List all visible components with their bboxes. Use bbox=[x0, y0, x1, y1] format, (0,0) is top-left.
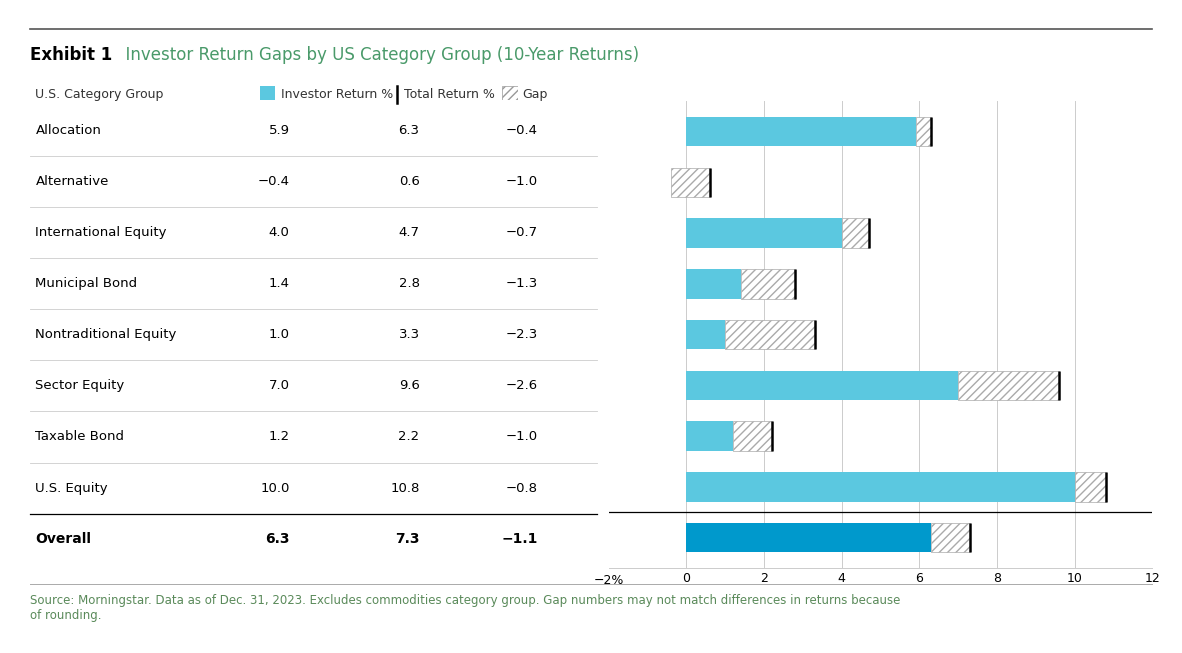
Bar bbox=[687, 371, 959, 400]
Text: Taxable Bond: Taxable Bond bbox=[35, 430, 124, 443]
Text: 7.3: 7.3 bbox=[395, 532, 420, 547]
Text: −2.3: −2.3 bbox=[506, 328, 538, 341]
Text: 6.3: 6.3 bbox=[265, 532, 290, 547]
Text: 1.2: 1.2 bbox=[268, 430, 290, 443]
Text: −1.0: −1.0 bbox=[506, 430, 538, 443]
Text: Exhibit 1: Exhibit 1 bbox=[30, 46, 112, 64]
Text: Source: Morningstar. Data as of Dec. 31, 2023. Excludes commodities category gro: Source: Morningstar. Data as of Dec. 31,… bbox=[30, 594, 900, 622]
Bar bbox=[916, 117, 931, 146]
Text: Investor Return %: Investor Return % bbox=[281, 88, 394, 101]
Text: U.S. Category Group: U.S. Category Group bbox=[35, 88, 164, 101]
Bar bbox=[726, 320, 814, 349]
Bar bbox=[1074, 472, 1106, 502]
Bar bbox=[687, 269, 741, 298]
Text: 10.0: 10.0 bbox=[260, 482, 290, 494]
Text: Overall: Overall bbox=[35, 532, 91, 547]
Bar bbox=[733, 421, 772, 451]
Text: −1.3: −1.3 bbox=[506, 277, 538, 290]
Bar bbox=[671, 168, 709, 197]
Text: 10.8: 10.8 bbox=[390, 482, 420, 494]
Text: 0.6: 0.6 bbox=[398, 175, 420, 187]
Text: 3.3: 3.3 bbox=[398, 328, 420, 341]
Text: Municipal Bond: Municipal Bond bbox=[35, 277, 137, 290]
Text: Sector Equity: Sector Equity bbox=[35, 379, 125, 392]
Text: −0.8: −0.8 bbox=[506, 482, 538, 494]
Bar bbox=[687, 219, 842, 248]
Text: −0.4: −0.4 bbox=[258, 175, 290, 187]
Text: −0.7: −0.7 bbox=[506, 226, 538, 239]
Text: Investor Return Gaps by US Category Group (10-Year Returns): Investor Return Gaps by US Category Grou… bbox=[115, 46, 638, 64]
Text: 9.6: 9.6 bbox=[398, 379, 420, 392]
Text: Nontraditional Equity: Nontraditional Equity bbox=[35, 328, 177, 341]
Text: Total Return %: Total Return % bbox=[404, 88, 495, 101]
Bar bbox=[741, 269, 795, 298]
Text: 1.4: 1.4 bbox=[268, 277, 290, 290]
Text: 2.2: 2.2 bbox=[398, 430, 420, 443]
Text: −0.4: −0.4 bbox=[506, 123, 538, 136]
Text: 6.3: 6.3 bbox=[398, 123, 420, 136]
Text: 5.9: 5.9 bbox=[268, 123, 290, 136]
Text: −2%: −2% bbox=[593, 574, 624, 587]
Text: Allocation: Allocation bbox=[35, 123, 102, 136]
Text: U.S. Equity: U.S. Equity bbox=[35, 482, 108, 494]
Bar bbox=[959, 371, 1059, 400]
Text: 1.0: 1.0 bbox=[268, 328, 290, 341]
Text: International Equity: International Equity bbox=[35, 226, 167, 239]
Text: −1.1: −1.1 bbox=[501, 532, 538, 547]
Bar bbox=[842, 219, 869, 248]
Text: 4.0: 4.0 bbox=[268, 226, 290, 239]
Text: Alternative: Alternative bbox=[35, 175, 109, 187]
Bar bbox=[687, 523, 931, 552]
Text: Gap: Gap bbox=[522, 88, 547, 101]
Text: 2.8: 2.8 bbox=[398, 277, 420, 290]
Bar bbox=[687, 117, 916, 146]
Bar bbox=[687, 472, 1074, 502]
Text: −1.0: −1.0 bbox=[506, 175, 538, 187]
Bar bbox=[931, 523, 970, 552]
Text: −2.6: −2.6 bbox=[506, 379, 538, 392]
Text: 7.0: 7.0 bbox=[268, 379, 290, 392]
Bar bbox=[687, 320, 726, 349]
Text: 4.7: 4.7 bbox=[398, 226, 420, 239]
Bar bbox=[687, 421, 733, 451]
